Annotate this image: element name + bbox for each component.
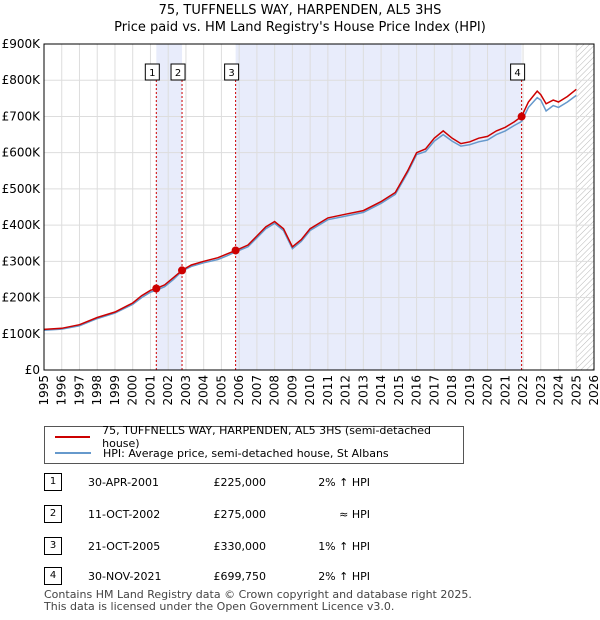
y-tick-label: £600K bbox=[2, 146, 42, 160]
legend-swatch-price bbox=[55, 436, 91, 438]
x-tick-label: 2018 bbox=[445, 375, 459, 406]
sale-date: 11-OCT-2002 bbox=[88, 508, 161, 521]
legend-label-price: 75, TUFFNELLS WAY, HARPENDEN, AL5 3HS (s… bbox=[102, 424, 432, 450]
y-tick-label: £0 bbox=[25, 363, 40, 377]
table-row: 4 30-NOV-2021 £699,750 2% ↑ HPI bbox=[0, 567, 600, 587]
y-tick-label: £700K bbox=[2, 109, 42, 123]
sale-label-number: 1 bbox=[149, 68, 155, 79]
x-tick-label: 2020 bbox=[481, 375, 495, 406]
footer-licence: This data is licensed under the Open Gov… bbox=[44, 600, 395, 613]
x-tick-label: 2002 bbox=[161, 375, 175, 406]
x-tick-label: 1997 bbox=[72, 375, 86, 406]
sale-date: 30-NOV-2021 bbox=[88, 570, 162, 583]
table-row: 1 30-APR-2001 £225,000 2% ↑ HPI bbox=[0, 473, 600, 493]
legend-item-price: 75, TUFFNELLS WAY, HARPENDEN, AL5 3HS (s… bbox=[55, 424, 463, 450]
sale-number-badge: 1 bbox=[44, 473, 62, 491]
legend-swatch-hpi bbox=[55, 452, 91, 454]
x-tick-label: 2008 bbox=[268, 375, 282, 406]
y-tick-label: £900K bbox=[2, 37, 42, 51]
sale-label-number: 3 bbox=[228, 68, 234, 79]
chart-title: 75, TUFFNELLS WAY, HARPENDEN, AL5 3HS bbox=[158, 3, 442, 18]
y-tick-label: £500K bbox=[2, 182, 42, 196]
plot-border bbox=[43, 43, 595, 371]
sale-point bbox=[517, 112, 526, 121]
x-tick-label: 2009 bbox=[285, 375, 299, 406]
price-chart: 1 2 3 4 £0 £100K £200K £300K £400K £500K £600K £700… bbox=[2, 37, 600, 406]
sale-price: £699,750 bbox=[213, 570, 267, 583]
x-tick-label: 2010 bbox=[303, 375, 317, 406]
table-row: 2 11-OCT-2002 £275,000 ≈ HPI bbox=[0, 505, 600, 525]
hpi-line bbox=[44, 94, 577, 331]
x-tick-label: 2004 bbox=[197, 375, 211, 406]
legend-item-hpi: HPI: Average price, semi-detached house,… bbox=[55, 446, 389, 460]
x-tick-label: 2001 bbox=[143, 375, 157, 406]
y-tick-label: £400K bbox=[2, 218, 42, 232]
sale-label-box bbox=[144, 63, 160, 81]
x-tick-label: 2024 bbox=[552, 375, 566, 406]
x-tick-label: 1995 bbox=[37, 375, 51, 406]
x-tick-label: 2015 bbox=[392, 375, 406, 406]
x-tick-label: 2021 bbox=[498, 375, 512, 406]
sale-hpi-comparison: 1% ↑ HPI bbox=[318, 540, 370, 553]
sale-label-box bbox=[224, 63, 240, 81]
sale-price: £275,000 bbox=[213, 508, 267, 521]
x-tick-label: 1996 bbox=[55, 375, 69, 406]
sale-label-box bbox=[170, 63, 186, 81]
sale-label-box bbox=[510, 63, 526, 81]
x-tick-label: 1998 bbox=[90, 375, 104, 406]
ownership-shade bbox=[235, 44, 522, 370]
sale-point bbox=[178, 266, 187, 275]
x-tick-label: 2014 bbox=[374, 375, 388, 406]
legend-label-hpi: HPI: Average price, semi-detached house,… bbox=[103, 446, 389, 460]
sale-label-number: 2 bbox=[175, 68, 181, 79]
footer-copyright: Contains HM Land Registry data © Crown c… bbox=[44, 588, 472, 601]
x-tick-label: 2017 bbox=[427, 375, 441, 406]
x-tick-label: 2026 bbox=[587, 375, 600, 406]
sale-number-badge: 3 bbox=[44, 537, 62, 555]
y-tick-label: £300K bbox=[2, 254, 42, 268]
sale-price: £225,000 bbox=[213, 476, 267, 489]
x-tick-label: 2025 bbox=[569, 375, 583, 406]
x-tick-label: 1999 bbox=[108, 375, 122, 406]
x-tick-label: 2022 bbox=[516, 375, 530, 406]
sale-point bbox=[231, 246, 240, 255]
table-row: 3 21-OCT-2005 £330,000 1% ↑ HPI bbox=[0, 537, 600, 557]
y-tick-label: £200K bbox=[2, 291, 42, 305]
y-tick-label: £800K bbox=[2, 73, 42, 87]
x-tick-label: 2013 bbox=[356, 375, 370, 406]
x-tick-label: 2012 bbox=[339, 375, 353, 406]
x-tick-label: 2006 bbox=[232, 375, 246, 406]
x-tick-label: 2016 bbox=[410, 375, 424, 406]
sale-number-badge: 4 bbox=[44, 567, 62, 585]
sale-point bbox=[152, 284, 161, 293]
sale-hpi-comparison: 2% ↑ HPI bbox=[318, 476, 370, 489]
y-tick-label: £100K bbox=[2, 327, 42, 341]
x-tick-label: 2000 bbox=[126, 375, 140, 406]
x-tick-label: 2003 bbox=[179, 375, 193, 406]
x-tick-label: 2019 bbox=[463, 375, 477, 406]
x-tick-label: 2005 bbox=[214, 375, 228, 406]
sale-number-badge: 2 bbox=[44, 505, 62, 523]
x-tick-label: 2023 bbox=[534, 375, 548, 406]
sale-label-number: 4 bbox=[514, 68, 520, 79]
sale-price: £330,000 bbox=[213, 540, 267, 553]
chart-legend: 75, TUFFNELLS WAY, HARPENDEN, AL5 3HS (s… bbox=[44, 424, 464, 464]
sale-hpi-comparison: ≈ HPI bbox=[339, 508, 370, 521]
x-tick-label: 2007 bbox=[250, 375, 264, 406]
sale-date: 21-OCT-2005 bbox=[88, 540, 161, 553]
sale-hpi-comparison: 2% ↑ HPI bbox=[318, 570, 370, 583]
future-hatch bbox=[576, 44, 594, 370]
ownership-shade bbox=[156, 44, 183, 370]
price-paid-line bbox=[44, 88, 577, 331]
footer: Contains HM Land Registry data © Crown c… bbox=[44, 589, 472, 613]
x-tick-label: 2011 bbox=[321, 375, 335, 406]
sale-date: 30-APR-2001 bbox=[88, 476, 160, 489]
chart-subtitle: Price paid vs. HM Land Registry's House … bbox=[114, 20, 486, 35]
